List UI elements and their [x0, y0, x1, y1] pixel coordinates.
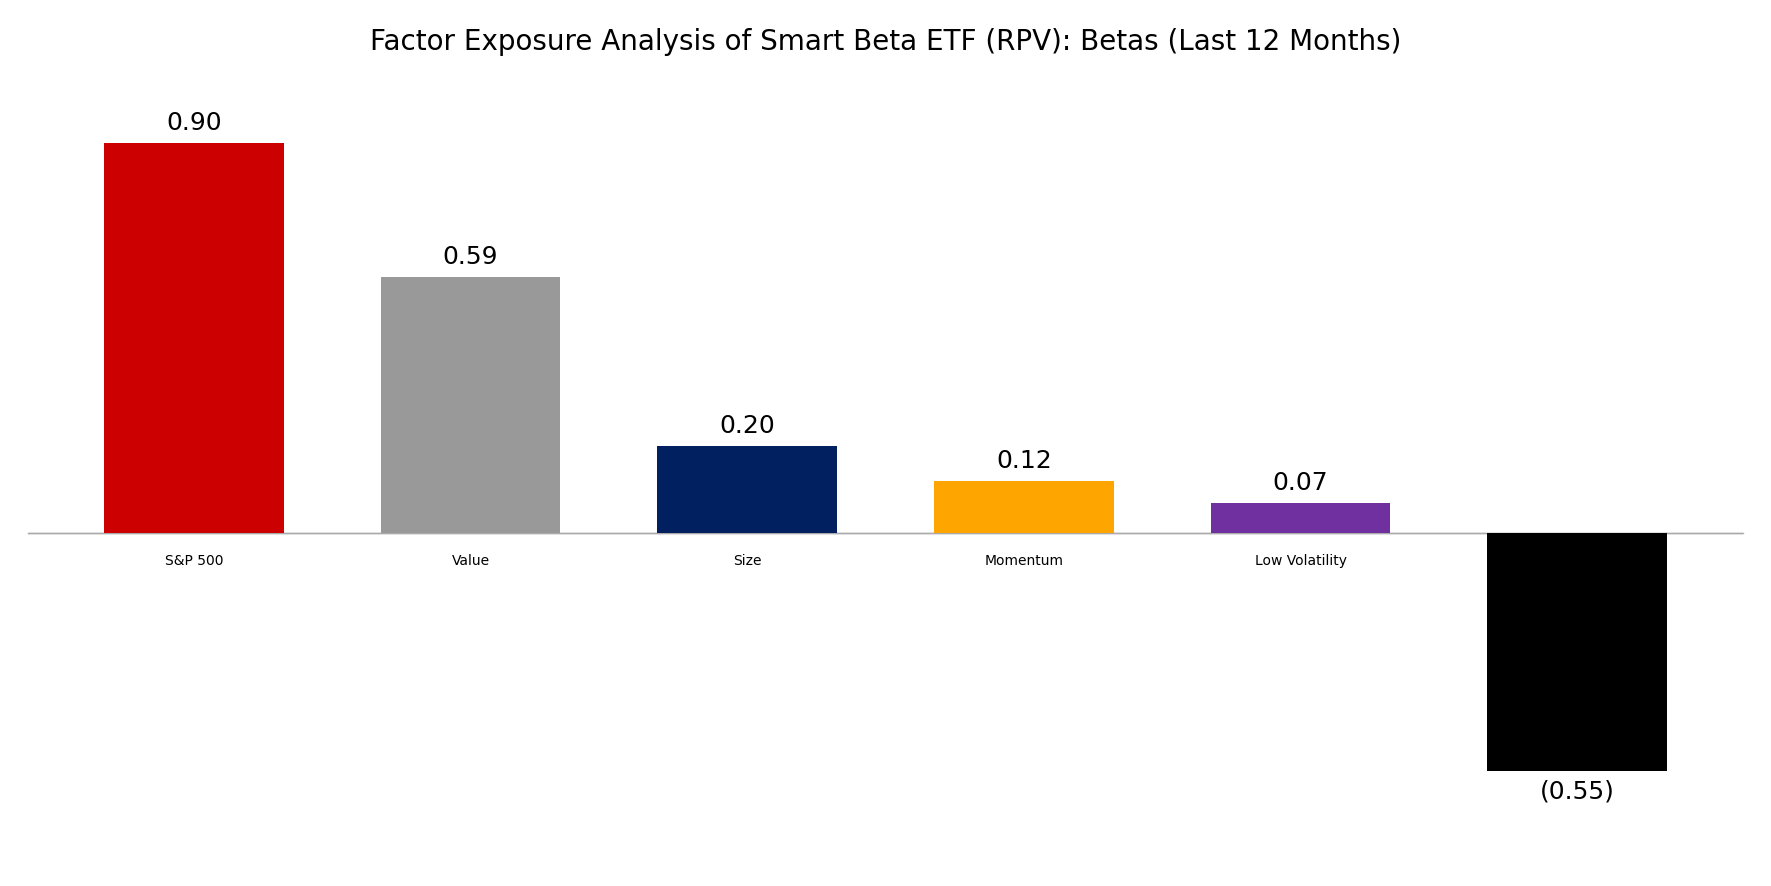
- Bar: [381, 277, 560, 533]
- Bar: [104, 143, 283, 533]
- Bar: [657, 447, 838, 533]
- Text: 0.20: 0.20: [719, 415, 776, 439]
- Text: 0.90: 0.90: [166, 111, 221, 135]
- Bar: [1211, 502, 1390, 533]
- Bar: [1488, 533, 1667, 772]
- Title: Factor Exposure Analysis of Smart Beta ETF (RPV): Betas (Last 12 Months): Factor Exposure Analysis of Smart Beta E…: [370, 27, 1401, 56]
- Bar: [933, 481, 1114, 533]
- Text: 0.59: 0.59: [443, 245, 498, 269]
- Text: 0.12: 0.12: [995, 449, 1052, 473]
- Text: (0.55): (0.55): [1539, 780, 1615, 804]
- Text: 0.07: 0.07: [1273, 470, 1328, 494]
